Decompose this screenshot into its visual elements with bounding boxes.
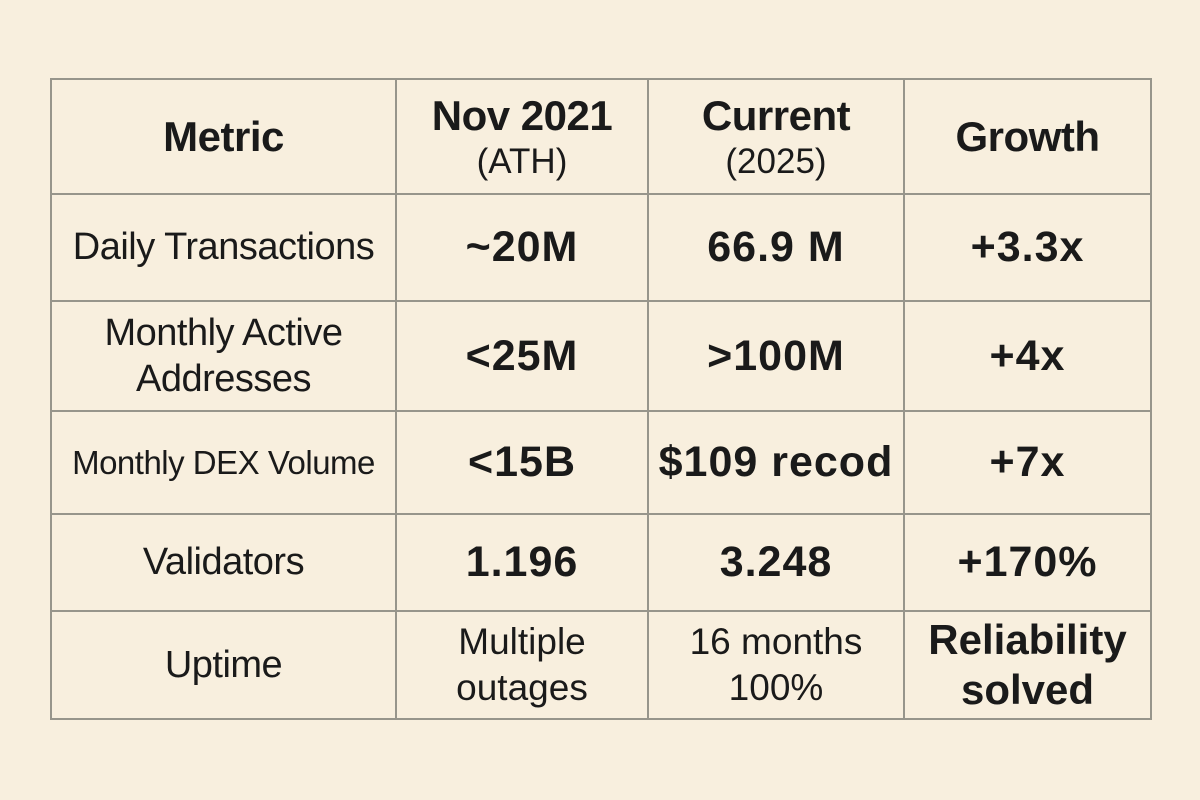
col-header-growth-title: Growth xyxy=(955,112,1100,160)
col-header-metric: Metric xyxy=(50,78,397,195)
table-row: Validators 1.196 3.248 +170% xyxy=(50,513,1152,612)
table-row: Daily Transactions ~20M 66.9 M +3.3x xyxy=(50,193,1152,302)
cell-monthly-dex-volume-current: $109 recod xyxy=(647,410,905,515)
cell-validators-ath: 1.196 xyxy=(395,513,649,612)
cell-uptime-current: 16 months 100% xyxy=(647,610,905,720)
cell-monthly-active-addresses-current: >100M xyxy=(647,300,905,412)
col-header-current-title: Current xyxy=(701,91,851,139)
cell-uptime-growth: Reliability solved xyxy=(903,610,1152,720)
col-header-growth: Growth xyxy=(903,78,1152,195)
table-row: Uptime Multiple outages 16 months 100% R… xyxy=(50,610,1152,720)
col-header-nov-2021: Nov 2021 (ATH) xyxy=(395,78,649,195)
col-header-current-subtitle: (2025) xyxy=(725,141,827,181)
col-header-nov-2021-title: Nov 2021 xyxy=(431,91,613,139)
cell-daily-transactions-ath: ~20M xyxy=(395,193,649,302)
cell-validators-current: 3.248 xyxy=(647,513,905,612)
cell-daily-transactions-growth: +3.3x xyxy=(903,193,1152,302)
table-row: Monthly Active Addresses <25M >100M +4x xyxy=(50,300,1152,412)
table-row: Monthly DEX Volume <15B $109 recod +7x xyxy=(50,410,1152,515)
cell-daily-transactions-metric: Daily Transactions xyxy=(50,193,397,302)
cell-monthly-active-addresses-growth: +4x xyxy=(903,300,1152,412)
cell-uptime-metric: Uptime xyxy=(50,610,397,720)
cell-monthly-dex-volume-growth: +7x xyxy=(903,410,1152,515)
col-header-nov-2021-subtitle: (ATH) xyxy=(476,141,568,181)
metrics-table: Metric Nov 2021 (ATH) Current (2025) Gro… xyxy=(50,78,1152,720)
cell-monthly-active-addresses-ath: <25M xyxy=(395,300,649,412)
table-header-row: Metric Nov 2021 (ATH) Current (2025) Gro… xyxy=(50,78,1152,195)
cell-monthly-active-addresses-metric: Monthly Active Addresses xyxy=(50,300,397,412)
cell-validators-metric: Validators xyxy=(50,513,397,612)
cell-monthly-dex-volume-metric: Monthly DEX Volume xyxy=(50,410,397,515)
cell-uptime-ath: Multiple outages xyxy=(395,610,649,720)
col-header-metric-title: Metric xyxy=(163,112,284,160)
cell-validators-growth: +170% xyxy=(903,513,1152,612)
cell-daily-transactions-current: 66.9 M xyxy=(647,193,905,302)
cell-monthly-dex-volume-ath: <15B xyxy=(395,410,649,515)
col-header-current: Current (2025) xyxy=(647,78,905,195)
